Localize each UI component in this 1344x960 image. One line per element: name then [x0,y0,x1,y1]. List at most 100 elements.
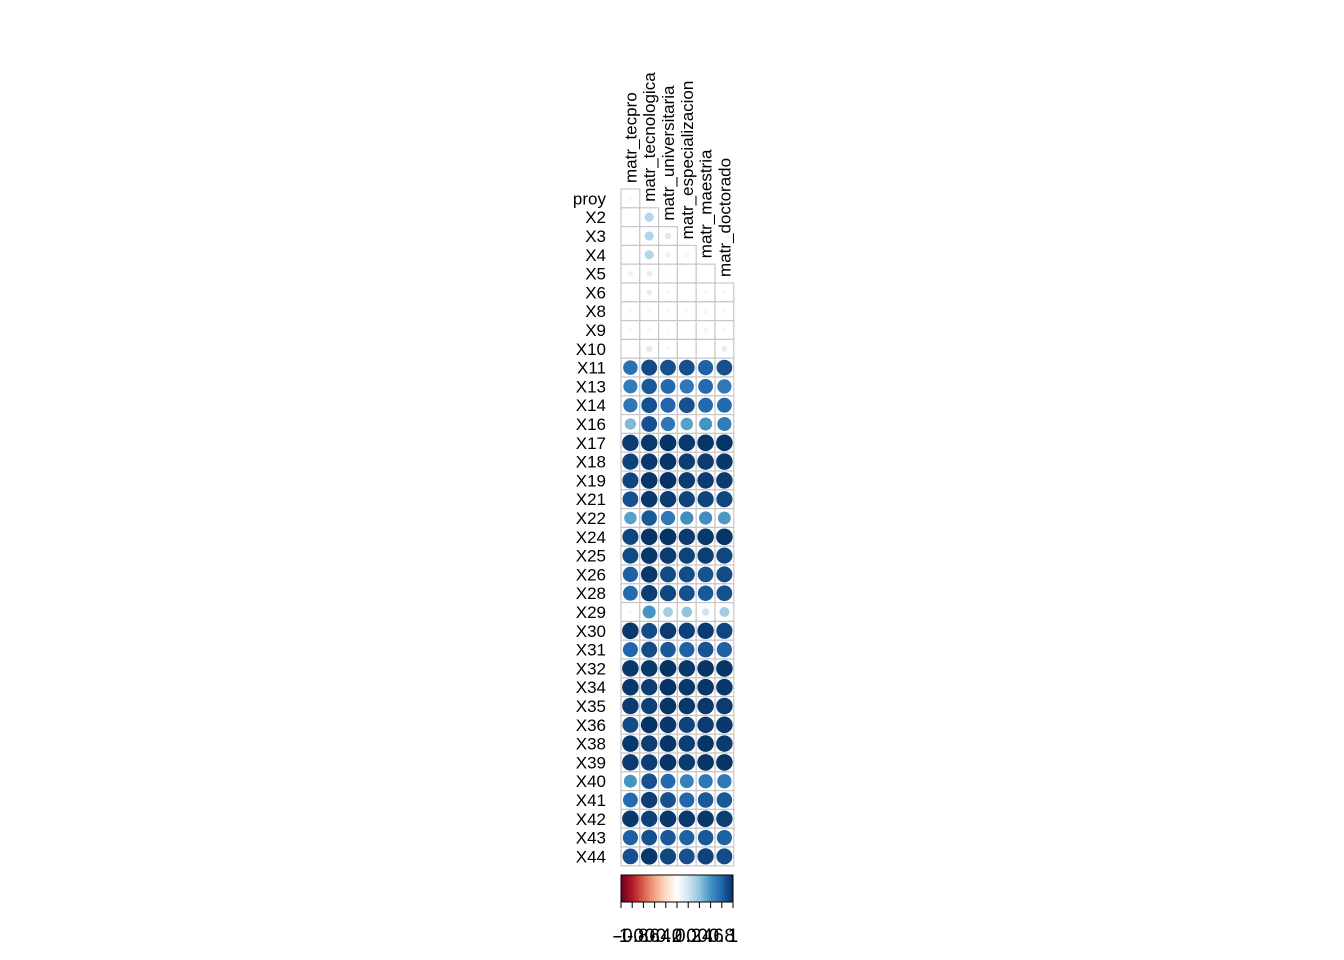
circle-x30-matr-doctorado [716,622,733,639]
colorbar-tick-label: 0.2 [675,926,701,947]
circle-x40-matr-doctorado [717,774,732,789]
row-label-x32: X32 [576,659,606,678]
row-label-x18: X18 [576,453,606,472]
circle-x18-matr-tecpro [622,453,639,470]
row-label-x16: X16 [576,415,606,434]
circle-x38-matr-tecnologica [641,735,658,752]
circle-x39-matr-tecpro [622,754,639,771]
circle-x13-matr-doctorado [717,379,732,394]
circle-x21-matr-especializacion [678,491,695,508]
column-label-matr-doctorado: matr_doctorado [715,158,734,277]
circle-x13-matr-especializacion [679,379,694,394]
circle-x41-matr-doctorado [716,792,733,808]
circle-x16-matr-especializacion [680,417,694,431]
colorbar-gradient [620,874,734,903]
circle-x19-matr-especializacion [678,472,696,489]
circle-x22-matr-tecpro [624,511,637,525]
circle-x30-matr-universitaria [659,622,677,640]
circle-x18-matr-universitaria [659,453,677,470]
circle-x43-matr-maestria [697,829,714,846]
circle-x42-matr-especializacion [678,810,696,828]
row-label-x39: X39 [576,753,606,772]
circle-x4-matr-tecnologica [644,250,654,260]
row-label-x28: X28 [576,584,606,603]
circle-x17-matr-maestria [697,434,714,452]
circle-x22-matr-especializacion [680,511,694,525]
colorbar-tick-label: 0.4 [686,926,713,947]
circle-x31-matr-doctorado [716,641,733,658]
row-label-x38: X38 [576,735,606,754]
circle-x26-matr-maestria [697,566,714,583]
circle-x31-matr-tecpro [622,642,638,658]
circle-x6-matr-maestria [703,290,708,295]
circle-x5-matr-tecnologica [646,270,653,277]
row-label-x25: X25 [576,547,606,566]
colorbar-tick-label: -0.6 [627,926,660,947]
circle-x29-matr-especializacion [681,606,693,618]
circle-x36-matr-doctorado [716,716,733,734]
circle-x31-matr-maestria [697,641,714,658]
column-label-matr-universitaria: matr_universitaria [659,85,678,221]
circle-x19-matr-tecnologica [640,472,658,489]
circle-x16-matr-maestria [699,417,713,431]
circle-x44-matr-universitaria [659,848,677,865]
circle-x8-matr-universitaria [666,309,670,314]
circle-x41-matr-maestria [697,792,714,808]
circle-x30-matr-tecnologica [641,622,658,639]
circle-x39-matr-especializacion [678,754,696,771]
circle-x40-matr-maestria [698,774,713,789]
circle-x22-matr-doctorado [718,511,731,525]
circle-x42-matr-doctorado [716,810,733,827]
circle-x35-matr-maestria [697,697,714,715]
colorbar-tick-label: -1 [613,926,630,947]
circle-x32-matr-tecnologica [640,660,658,677]
row-label-x42: X42 [576,810,606,829]
circle-x11-matr-universitaria [660,359,676,376]
circle-x41-matr-universitaria [660,792,676,808]
circle-x28-matr-tecpro [622,585,638,601]
circle-x8-matr-especializacion [684,309,689,314]
circle-x29-matr-tecpro [628,610,633,614]
circle-x42-matr-tecnologica [641,810,658,827]
circle-x8-matr-tecnologica [647,309,652,314]
circle-x17-matr-doctorado [716,434,733,452]
circle-x16-matr-tecnologica [641,416,658,432]
circle-x31-matr-universitaria [660,641,676,658]
row-label-x5: X5 [585,265,606,284]
circle-x34-matr-tecnologica [641,679,658,696]
column-label-matr-tecpro: matr_tecpro [621,92,640,183]
cell-x10-matr-tecpro [620,338,641,359]
circle-x40-matr-especializacion [679,774,694,789]
row-label-proy: proy [573,189,607,208]
column-labels: matr_tecpro matr_tecnologica matr_universi… [621,72,734,277]
circle-x34-matr-universitaria [659,678,677,696]
colorbar-tick-label: -0.2 [649,926,682,947]
circle-x34-matr-maestria [697,678,714,696]
circle-x18-matr-especializacion [678,453,695,470]
circle-x29-matr-doctorado [719,607,730,617]
circle-x8-matr-tecpro [628,309,633,314]
colorbar-tick-label: -0.4 [638,926,671,947]
circle-x14-matr-tecpro [623,398,638,413]
circle-x43-matr-tecpro [622,829,639,846]
cell-x9-matr-especializacion [676,320,697,341]
row-label-x36: X36 [576,716,606,735]
column-label-matr-especializacion: matr_especializacion [678,81,697,240]
colorbar-tick-label: 0 [672,926,683,947]
circle-x11-matr-tecpro [623,360,638,375]
circle-x28-matr-especializacion [678,585,695,602]
circle-x21-matr-tecnologica [640,490,658,508]
circle-x30-matr-especializacion [678,622,695,639]
circle-x21-matr-maestria [697,491,714,508]
row-label-x13: X13 [576,377,606,396]
circle-x6-matr-universitaria [666,290,670,295]
circle-x18-matr-maestria [697,453,714,470]
circle-x32-matr-universitaria [659,660,677,677]
circle-x21-matr-tecpro [622,491,639,508]
circle-x40-matr-tecnologica [641,773,658,790]
circle-x43-matr-especializacion [679,829,695,846]
circle-x14-matr-universitaria [660,397,676,413]
column-label-matr-tecnologica: matr_tecnologica [640,72,659,202]
row-label-x29: X29 [576,603,606,622]
